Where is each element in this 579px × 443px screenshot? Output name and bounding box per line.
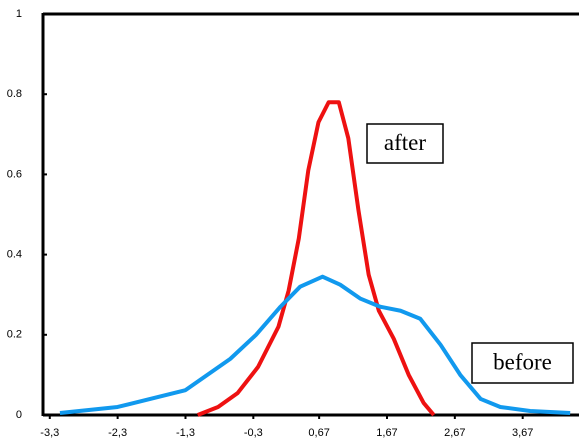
x-tick-label: 0,67 [308,427,329,439]
x-tick-label: -0,3 [244,427,263,439]
series-label: before [493,349,552,374]
series-line [196,100,436,417]
x-tick-label: -3,3 [40,427,59,439]
x-tick-label: 1,67 [376,427,397,439]
y-tick-label: 0 [16,409,22,421]
x-tick-label: -2,3 [108,427,127,439]
series-label-box [366,123,444,164]
y-tick-label: 0.4 [7,249,22,261]
y-tick-label: 0.6 [7,168,22,180]
series-label-box [471,342,574,384]
x-tick-label: -1,3 [176,427,195,439]
x-tick-label: 2,67 [444,427,465,439]
y-tick-label: 1 [16,8,22,20]
y-tick-label: 0.2 [7,329,22,341]
x-tick-label: 3,67 [512,427,533,439]
series-label: after [384,130,426,155]
y-tick-label: 0.8 [7,88,22,100]
series-line [59,274,571,415]
